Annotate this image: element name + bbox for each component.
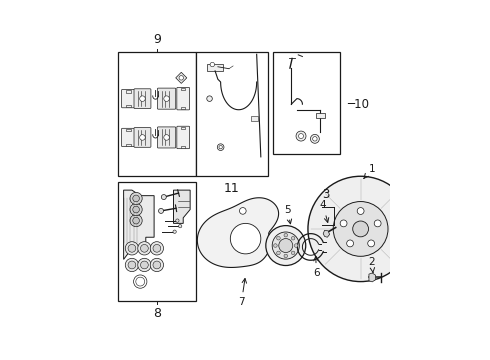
Circle shape	[138, 258, 151, 271]
Polygon shape	[197, 198, 279, 267]
Circle shape	[176, 219, 179, 222]
Circle shape	[179, 76, 183, 80]
Text: 1: 1	[364, 164, 375, 179]
Bar	[126, 105, 131, 107]
Circle shape	[164, 96, 170, 102]
FancyBboxPatch shape	[177, 87, 190, 110]
Bar	[126, 129, 131, 131]
Circle shape	[277, 237, 280, 240]
Circle shape	[313, 136, 317, 141]
Circle shape	[284, 233, 288, 237]
Text: 5: 5	[284, 204, 292, 224]
FancyBboxPatch shape	[134, 127, 151, 147]
Circle shape	[340, 220, 347, 227]
Circle shape	[219, 145, 222, 149]
Polygon shape	[173, 190, 190, 223]
Circle shape	[368, 240, 374, 247]
Circle shape	[125, 242, 139, 255]
Circle shape	[311, 134, 319, 143]
Bar	[207, 64, 223, 71]
Text: 11: 11	[224, 182, 240, 195]
Bar	[118, 51, 196, 176]
Polygon shape	[369, 273, 376, 282]
Circle shape	[173, 230, 176, 233]
Circle shape	[134, 275, 147, 288]
Text: 4: 4	[320, 201, 329, 222]
Circle shape	[136, 277, 145, 286]
Circle shape	[357, 208, 364, 215]
Circle shape	[150, 258, 164, 271]
FancyBboxPatch shape	[122, 128, 136, 147]
Circle shape	[133, 217, 140, 224]
Circle shape	[138, 242, 151, 255]
Text: 8: 8	[153, 307, 161, 320]
Circle shape	[130, 203, 142, 216]
Circle shape	[140, 96, 145, 102]
Circle shape	[296, 131, 306, 141]
Circle shape	[153, 261, 161, 269]
Bar	[273, 51, 340, 154]
Circle shape	[153, 244, 161, 252]
Bar	[126, 90, 131, 93]
Circle shape	[133, 195, 140, 202]
Circle shape	[374, 220, 381, 227]
Circle shape	[164, 135, 170, 140]
Circle shape	[266, 226, 306, 266]
Circle shape	[240, 208, 246, 214]
Circle shape	[133, 206, 140, 213]
Circle shape	[140, 135, 145, 140]
Circle shape	[277, 251, 280, 255]
Polygon shape	[176, 72, 187, 84]
Circle shape	[298, 134, 303, 139]
Circle shape	[130, 192, 142, 204]
Text: 3: 3	[322, 188, 330, 201]
Text: 2: 2	[368, 257, 375, 273]
FancyBboxPatch shape	[134, 89, 151, 108]
Bar	[181, 127, 185, 129]
Circle shape	[333, 202, 388, 256]
Circle shape	[128, 261, 136, 269]
Bar	[118, 182, 196, 301]
Bar	[181, 88, 185, 90]
FancyBboxPatch shape	[157, 88, 176, 109]
Circle shape	[210, 62, 215, 67]
Circle shape	[230, 223, 261, 254]
Circle shape	[294, 244, 298, 247]
Polygon shape	[323, 230, 330, 237]
Text: 9: 9	[153, 33, 161, 46]
Circle shape	[130, 215, 142, 227]
Circle shape	[346, 240, 353, 247]
Circle shape	[141, 261, 148, 269]
Circle shape	[353, 221, 368, 237]
Circle shape	[178, 225, 182, 228]
Circle shape	[292, 251, 295, 255]
Bar	[251, 116, 258, 121]
Text: 6: 6	[313, 256, 319, 278]
Bar	[181, 107, 185, 109]
Bar	[181, 146, 185, 148]
Text: 7: 7	[238, 279, 246, 307]
Circle shape	[273, 244, 277, 247]
Circle shape	[125, 258, 139, 271]
FancyBboxPatch shape	[157, 127, 176, 148]
Text: ─10: ─10	[347, 98, 369, 111]
Bar	[126, 144, 131, 146]
Bar	[316, 113, 324, 118]
Polygon shape	[123, 190, 154, 260]
FancyBboxPatch shape	[177, 126, 190, 149]
Circle shape	[207, 96, 212, 102]
FancyBboxPatch shape	[122, 90, 136, 108]
Circle shape	[161, 194, 166, 199]
Circle shape	[292, 237, 295, 240]
Bar	[196, 51, 268, 176]
Circle shape	[272, 232, 299, 259]
Circle shape	[217, 144, 224, 150]
Circle shape	[141, 244, 148, 252]
Circle shape	[159, 208, 164, 213]
Circle shape	[279, 239, 293, 253]
Circle shape	[150, 242, 164, 255]
Circle shape	[284, 254, 288, 258]
Circle shape	[308, 176, 413, 282]
Circle shape	[128, 244, 136, 252]
